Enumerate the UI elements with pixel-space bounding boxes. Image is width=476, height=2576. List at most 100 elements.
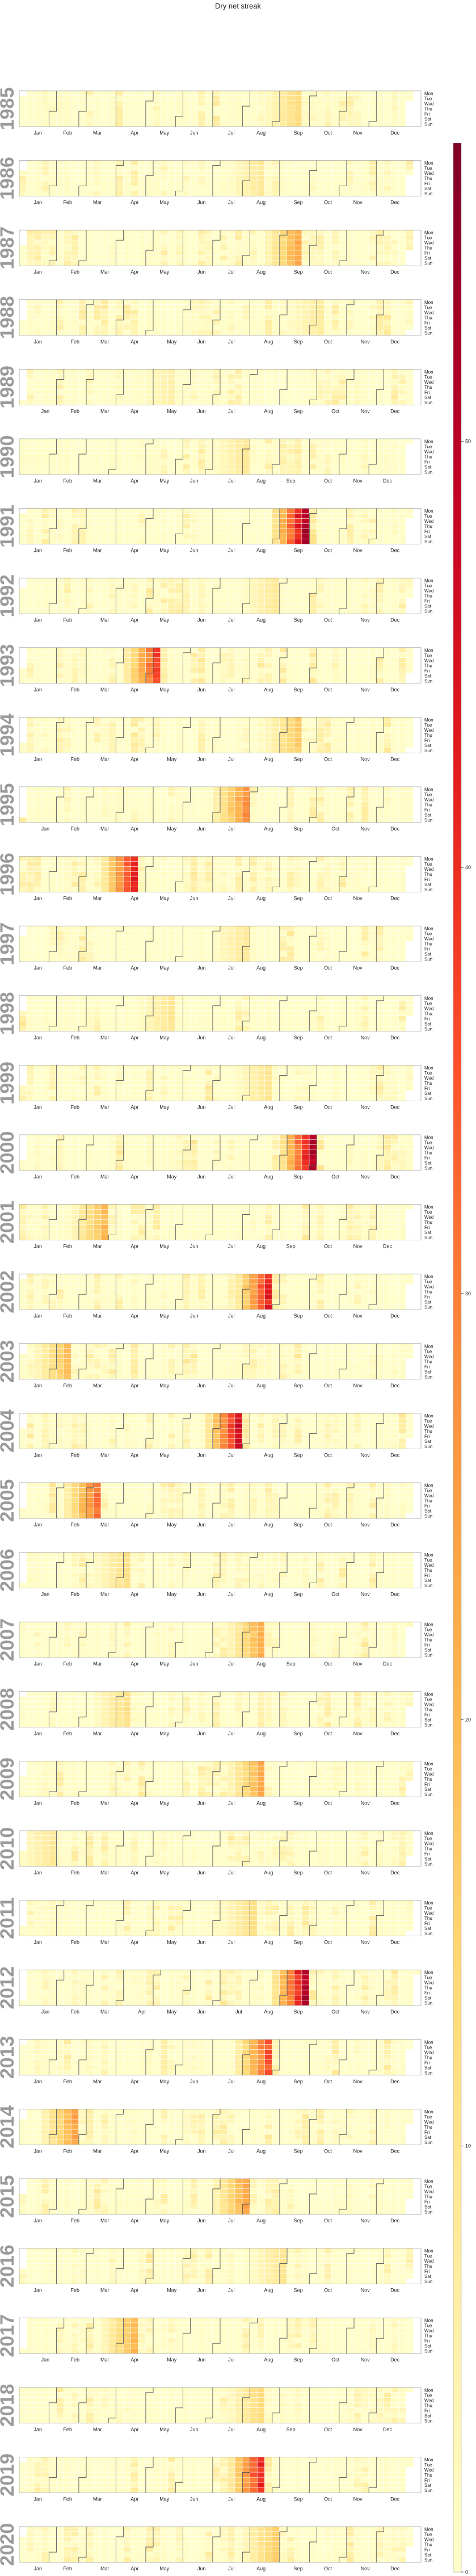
heatmap-cell (242, 400, 250, 405)
heatmap-cell (242, 91, 250, 96)
heatmap-cell (34, 956, 41, 962)
heatmap-cell (391, 812, 399, 817)
heatmap-cell (220, 722, 228, 727)
heatmap-cell (56, 240, 64, 245)
heatmap-cell (228, 727, 235, 732)
heatmap-cell (376, 240, 384, 245)
heatmap-cell (317, 534, 324, 539)
heatmap-cell (123, 876, 131, 882)
heatmap-cell (138, 807, 146, 812)
heatmap-cell (220, 250, 228, 255)
heatmap-cell (354, 647, 361, 653)
heatmap-cell (339, 235, 347, 240)
heatmap-cell (324, 250, 332, 255)
heatmap-cell (130, 518, 138, 523)
heatmap-cell (123, 657, 131, 663)
heatmap-cell (294, 787, 302, 792)
heatmap-cell (183, 534, 190, 539)
heatmap-cell (41, 956, 49, 962)
heatmap-cell (235, 732, 242, 737)
heatmap-cell (64, 325, 71, 330)
heatmap-cell (309, 121, 317, 127)
heatmap-cell (27, 871, 34, 876)
heatmap-cell (205, 91, 213, 96)
heatmap-cell (161, 866, 168, 871)
heatmap-cell (27, 395, 34, 400)
heatmap-cell (294, 235, 302, 240)
heatmap-cell (235, 926, 242, 931)
heatmap-cell (384, 802, 391, 807)
heatmap-cell (391, 325, 399, 330)
heatmap-cell (138, 657, 146, 663)
heatmap-cell (398, 717, 406, 722)
heatmap-cell (309, 727, 317, 732)
heatmap-cell (56, 160, 64, 165)
heatmap-cell (324, 444, 332, 449)
month-label: Feb (63, 548, 72, 553)
heatmap-cell (27, 245, 34, 250)
heatmap-cell (242, 106, 250, 111)
heatmap-cell (130, 250, 138, 255)
heatmap-cell (354, 539, 361, 544)
heatmap-cell (175, 534, 183, 539)
heatmap-cell (197, 673, 205, 678)
heatmap-cell (190, 678, 198, 683)
heatmap-cell (175, 111, 183, 116)
heatmap-cell (153, 722, 161, 727)
heatmap-cell (287, 389, 294, 395)
heatmap-cell (56, 797, 64, 802)
heatmap-cell (145, 449, 153, 454)
heatmap-cell (250, 91, 257, 96)
month-label: Mar (93, 130, 102, 136)
heatmap-cell (145, 96, 153, 101)
month-boundary (272, 91, 280, 127)
heatmap-cell (279, 464, 287, 469)
heatmap-cell (168, 400, 175, 405)
heatmap-cell (317, 299, 324, 305)
heatmap-cell (354, 732, 361, 737)
heatmap-cell (94, 593, 101, 598)
heatmap-cell (116, 647, 123, 653)
heatmap-cell (130, 444, 138, 449)
heatmap-cell (49, 314, 56, 320)
heatmap-cell (86, 534, 94, 539)
heatmap-cell (49, 523, 56, 528)
heatmap-cell (175, 230, 183, 235)
heatmap-cell (287, 876, 294, 882)
heatmap-cell (369, 717, 376, 722)
heatmap-cell (346, 722, 354, 727)
heatmap-cell (190, 255, 198, 261)
heatmap-cell (116, 186, 123, 191)
heatmap-cell (168, 802, 175, 807)
heatmap-cell (376, 539, 384, 544)
heatmap-cell (64, 812, 71, 817)
heatmap-cell (108, 449, 116, 454)
heatmap-cell (130, 245, 138, 250)
heatmap-cell (108, 106, 116, 111)
heatmap-cell (279, 96, 287, 101)
heatmap-cell (317, 678, 324, 683)
heatmap-cell (287, 250, 294, 255)
heatmap-cell (212, 792, 220, 797)
heatmap-cell (294, 737, 302, 742)
heatmap-cell (257, 662, 265, 668)
heatmap-cell (235, 175, 242, 181)
heatmap-cell (56, 593, 64, 598)
heatmap-cell (257, 737, 265, 742)
heatmap-cell (294, 609, 302, 614)
heatmap-cell (384, 439, 391, 444)
month-boundary (376, 717, 384, 753)
heatmap-cell (183, 787, 190, 792)
heatmap-cell (190, 528, 198, 534)
heatmap-cell (101, 678, 108, 683)
heatmap-cell (130, 101, 138, 106)
heatmap-cell (123, 931, 131, 936)
heatmap-cell (324, 191, 332, 196)
heatmap-cell (161, 817, 168, 823)
heatmap-cell (294, 379, 302, 384)
heatmap-cell (331, 817, 339, 823)
heatmap-cell (279, 116, 287, 121)
heatmap-cell (331, 748, 339, 753)
heatmap-cell (49, 593, 56, 598)
heatmap-cell (34, 320, 41, 325)
